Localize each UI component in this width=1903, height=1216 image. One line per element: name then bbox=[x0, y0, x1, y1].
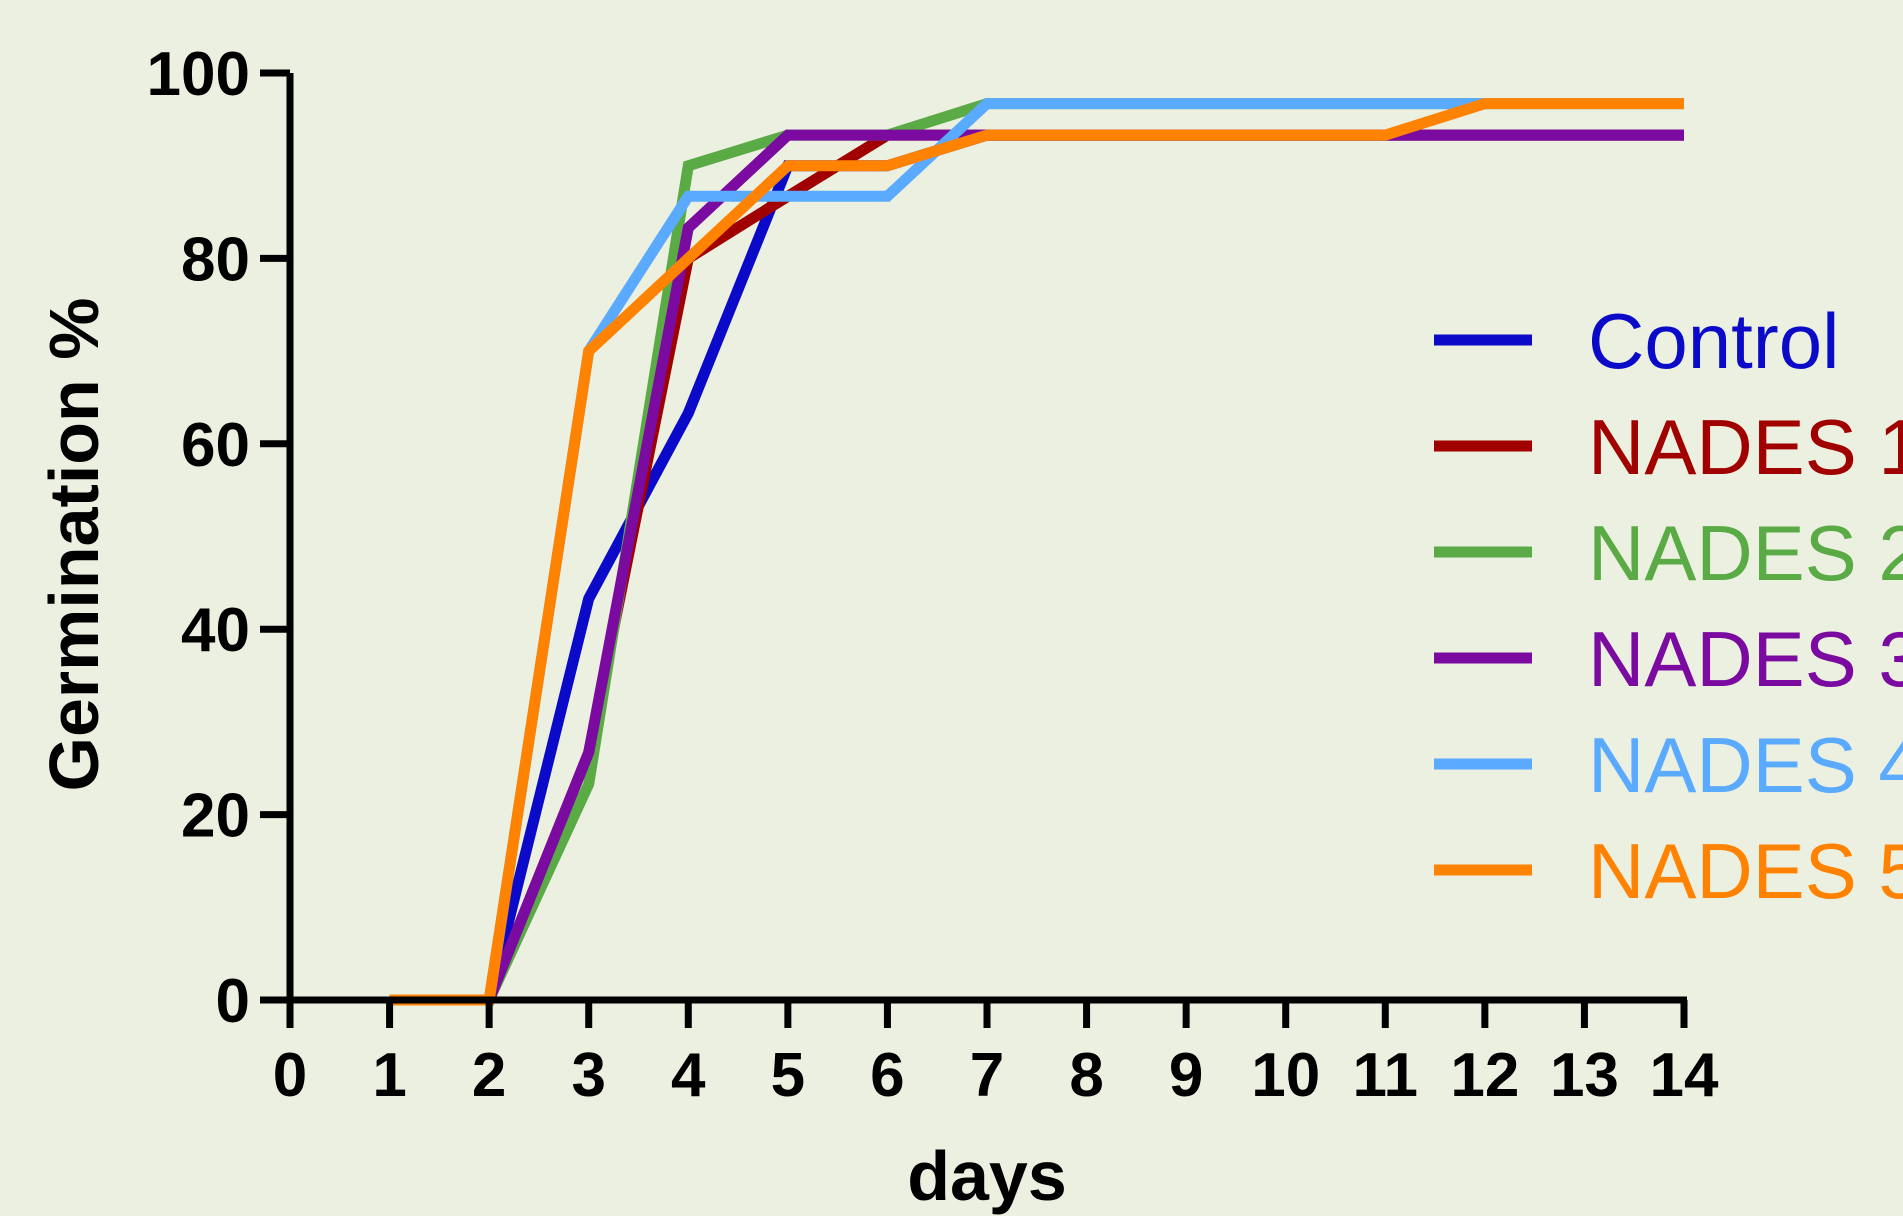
legend-label-nades-1: NADES 1 bbox=[1588, 403, 1903, 491]
x-tick-label: 1 bbox=[372, 1041, 406, 1110]
y-axis-title: Germination % bbox=[35, 298, 113, 792]
x-tick-label: 13 bbox=[1550, 1041, 1619, 1110]
y-tick-label: 100 bbox=[147, 40, 250, 109]
x-tick-label: 3 bbox=[571, 1041, 605, 1110]
y-tick-label: 80 bbox=[181, 225, 250, 294]
legend: Control NADES 1 NADES 2 NADES 3 NADES 4 NADES… bbox=[1434, 297, 1903, 915]
legend-label-nades-2: NADES 2 bbox=[1588, 509, 1903, 597]
legend-label-control: Control bbox=[1588, 297, 1839, 385]
axes-layer bbox=[286, 73, 1687, 1004]
legend-label-nades-3: NADES 3 bbox=[1588, 615, 1903, 703]
legend-label-nades-5: NADES 5 bbox=[1588, 827, 1903, 915]
legend-label-nades-4: NADES 4 bbox=[1588, 721, 1903, 809]
x-tick-label: 14 bbox=[1650, 1041, 1719, 1110]
x-axis-title: days bbox=[907, 1137, 1067, 1215]
x-tick-label: 2 bbox=[472, 1041, 506, 1110]
x-tick-label: 4 bbox=[671, 1041, 706, 1110]
y-tick-label: 60 bbox=[181, 411, 250, 480]
x-tick-label: 11 bbox=[1353, 1041, 1419, 1110]
x-tick-label: 0 bbox=[273, 1041, 307, 1110]
x-tick-label: 12 bbox=[1450, 1041, 1519, 1110]
x-tick-label: 6 bbox=[870, 1041, 904, 1110]
y-tick-label: 0 bbox=[216, 967, 250, 1036]
x-tick-label: 5 bbox=[771, 1041, 805, 1110]
series-line-nades-5 bbox=[389, 98, 1684, 1006]
x-tick-label: 10 bbox=[1251, 1041, 1320, 1110]
x-tick-label: 7 bbox=[970, 1041, 1004, 1110]
y-tick-label: 40 bbox=[181, 596, 250, 665]
series-layer bbox=[389, 98, 1684, 1006]
y-tick-label: 20 bbox=[181, 782, 250, 851]
x-tick-label: 9 bbox=[1169, 1041, 1203, 1110]
x-tick-label: 8 bbox=[1069, 1041, 1103, 1110]
